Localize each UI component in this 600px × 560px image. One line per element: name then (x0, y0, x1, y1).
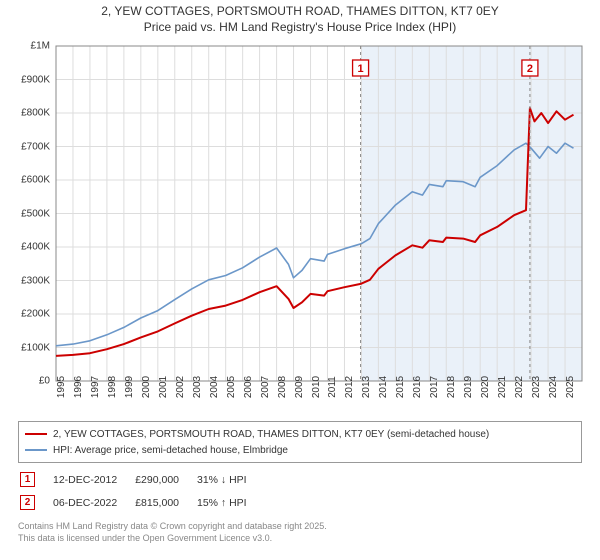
footer: Contains HM Land Registry data © Crown c… (18, 521, 582, 544)
line-chart-svg: 12 (18, 40, 588, 415)
footer-line-2: This data is licensed under the Open Gov… (18, 533, 582, 545)
x-tick-label: 2001 (158, 376, 169, 398)
marker-box-2: 2 (20, 495, 35, 510)
legend-label-0: 2, YEW COTTAGES, PORTSMOUTH ROAD, THAMES… (53, 429, 489, 440)
svg-text:1: 1 (358, 63, 364, 75)
marker-2-price: £815,000 (135, 492, 195, 513)
x-tick-label: 2011 (327, 376, 338, 398)
chart-area: 12 £0£100K£200K£300K£400K£500K£600K£700K… (18, 40, 588, 415)
svg-text:2: 2 (527, 63, 533, 75)
y-tick-label: £600K (18, 175, 50, 186)
x-tick-label: 2005 (226, 376, 237, 398)
x-tick-label: 2004 (209, 376, 220, 398)
x-tick-label: 2015 (395, 376, 406, 398)
x-tick-label: 2010 (311, 376, 322, 398)
legend-label-1: HPI: Average price, semi-detached house,… (53, 445, 288, 456)
y-tick-label: £300K (18, 275, 50, 286)
x-tick-label: 2009 (294, 376, 305, 398)
x-tick-label: 2023 (531, 376, 542, 398)
x-tick-label: 2020 (480, 376, 491, 398)
x-tick-label: 2012 (344, 376, 355, 398)
x-tick-label: 2013 (361, 376, 372, 398)
marker-1-price: £290,000 (135, 469, 195, 490)
y-tick-label: £0 (18, 376, 50, 387)
chart-title-line2: Price paid vs. HM Land Registry's House … (0, 20, 600, 34)
y-tick-label: £700K (18, 141, 50, 152)
x-tick-label: 2017 (429, 376, 440, 398)
x-tick-label: 2024 (548, 376, 559, 398)
x-tick-label: 2003 (192, 376, 203, 398)
chart-title-line1: 2, YEW COTTAGES, PORTSMOUTH ROAD, THAMES… (0, 4, 600, 18)
x-tick-label: 2007 (260, 376, 271, 398)
marker-row-1: 1 12-DEC-2012 £290,000 31% ↓ HPI (20, 469, 263, 490)
y-tick-label: £900K (18, 74, 50, 85)
legend: 2, YEW COTTAGES, PORTSMOUTH ROAD, THAMES… (18, 421, 582, 463)
x-tick-label: 2018 (446, 376, 457, 398)
x-tick-label: 2000 (141, 376, 152, 398)
x-tick-label: 2021 (497, 376, 508, 398)
y-tick-label: £400K (18, 242, 50, 253)
marker-2-date: 06-DEC-2022 (53, 492, 133, 513)
marker-1-date: 12-DEC-2012 (53, 469, 133, 490)
x-tick-label: 1998 (107, 376, 118, 398)
markers-table: 1 12-DEC-2012 £290,000 31% ↓ HPI 2 06-DE… (18, 467, 265, 515)
x-tick-label: 1999 (124, 376, 135, 398)
y-tick-label: £100K (18, 342, 50, 353)
x-tick-label: 1996 (73, 376, 84, 398)
x-tick-label: 2019 (463, 376, 474, 398)
marker-row-2: 2 06-DEC-2022 £815,000 15% ↑ HPI (20, 492, 263, 513)
y-tick-label: £1M (18, 41, 50, 52)
marker-1-delta: 31% ↓ HPI (197, 469, 263, 490)
legend-swatch-0 (25, 433, 47, 435)
marker-2-delta: 15% ↑ HPI (197, 492, 263, 513)
footer-line-1: Contains HM Land Registry data © Crown c… (18, 521, 582, 533)
x-tick-label: 2014 (378, 376, 389, 398)
x-tick-label: 1997 (90, 376, 101, 398)
x-tick-label: 2025 (565, 376, 576, 398)
x-tick-label: 2016 (412, 376, 423, 398)
y-tick-label: £200K (18, 309, 50, 320)
y-tick-label: £800K (18, 108, 50, 119)
x-tick-label: 1995 (56, 376, 67, 398)
x-tick-label: 2008 (277, 376, 288, 398)
x-tick-label: 2002 (175, 376, 186, 398)
y-tick-label: £500K (18, 208, 50, 219)
legend-swatch-1 (25, 449, 47, 451)
x-tick-label: 2006 (243, 376, 254, 398)
marker-box-1: 1 (20, 472, 35, 487)
x-tick-label: 2022 (514, 376, 525, 398)
